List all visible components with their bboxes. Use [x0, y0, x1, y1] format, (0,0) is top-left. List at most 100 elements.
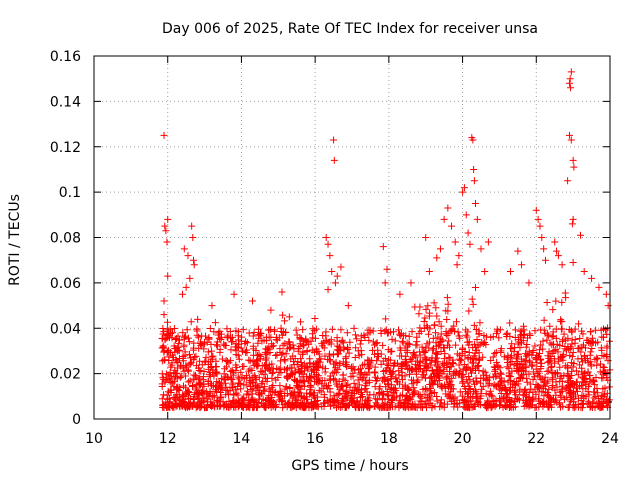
data-point	[497, 345, 505, 353]
data-point	[570, 388, 578, 396]
data-point	[485, 390, 493, 398]
data-point	[560, 371, 568, 379]
data-point	[238, 333, 246, 341]
data-point-peak	[328, 268, 336, 276]
data-point	[299, 326, 307, 334]
data-point	[204, 380, 212, 388]
data-point	[401, 372, 409, 380]
data-point	[453, 350, 461, 358]
data-point	[319, 363, 327, 371]
data-point	[388, 372, 396, 380]
data-point	[479, 374, 487, 382]
data-point	[160, 391, 168, 399]
data-point	[496, 401, 504, 409]
data-point	[186, 394, 194, 402]
data-point	[574, 387, 582, 395]
data-point	[506, 344, 514, 352]
data-point	[320, 391, 328, 399]
data-point	[549, 306, 557, 314]
data-point	[390, 362, 398, 370]
data-point	[541, 379, 549, 387]
data-point	[218, 355, 226, 363]
data-point	[591, 381, 599, 389]
data-point	[605, 396, 613, 404]
data-point	[310, 327, 318, 335]
data-point	[549, 340, 557, 348]
data-point	[517, 371, 525, 379]
data-point	[183, 326, 191, 334]
data-point-peak	[604, 302, 612, 310]
data-point	[579, 404, 587, 412]
data-point	[458, 392, 466, 400]
data-point	[392, 375, 400, 383]
data-point	[186, 403, 194, 411]
data-point	[473, 394, 481, 402]
data-point	[433, 312, 441, 320]
data-point-peak	[383, 265, 391, 273]
data-point	[430, 370, 438, 378]
data-point	[433, 397, 441, 405]
data-point	[252, 375, 260, 383]
data-point	[174, 332, 182, 340]
data-point	[412, 353, 420, 361]
data-point	[439, 360, 447, 368]
data-point	[294, 365, 302, 373]
data-point	[306, 359, 314, 367]
data-point	[578, 358, 586, 366]
data-point	[421, 362, 429, 370]
data-point	[586, 340, 594, 348]
data-point	[564, 334, 572, 342]
data-point	[547, 363, 555, 371]
y-tick-label: 0	[72, 412, 81, 428]
data-point	[158, 395, 166, 403]
data-point	[605, 383, 613, 391]
data-point	[223, 403, 231, 411]
y-tick-label: 0.12	[50, 140, 81, 156]
data-point	[564, 378, 572, 386]
data-point	[203, 338, 211, 346]
data-point	[259, 378, 267, 386]
data-point	[239, 326, 247, 334]
data-point	[195, 388, 203, 396]
data-point	[170, 325, 178, 333]
data-point	[529, 347, 537, 355]
data-point	[432, 329, 440, 337]
data-point	[548, 368, 556, 376]
data-point	[490, 373, 498, 381]
data-point	[503, 390, 511, 398]
data-point	[340, 345, 348, 353]
data-point	[252, 387, 260, 395]
data-point-peak	[554, 252, 562, 260]
data-point	[255, 325, 263, 333]
data-point	[432, 350, 440, 358]
data-point	[388, 391, 396, 399]
data-point-peak	[381, 279, 389, 287]
data-point	[433, 350, 441, 358]
data-point	[392, 387, 400, 395]
data-point	[205, 371, 213, 379]
data-point	[602, 373, 610, 381]
x-tick-label: 20	[454, 431, 472, 447]
data-point	[497, 370, 505, 378]
data-point-peak	[538, 234, 546, 241]
data-point	[377, 402, 385, 410]
data-point	[298, 364, 306, 372]
data-point	[424, 330, 432, 338]
data-point	[193, 331, 201, 339]
data-point	[507, 377, 515, 385]
data-point	[440, 343, 448, 351]
data-point	[285, 401, 293, 409]
data-point	[415, 310, 423, 318]
data-point	[463, 390, 471, 398]
data-point	[322, 337, 330, 345]
data-point-peak	[595, 283, 603, 291]
data-point	[465, 338, 473, 346]
data-point	[207, 398, 215, 406]
data-point	[496, 369, 504, 377]
data-point	[223, 325, 231, 333]
data-point	[300, 395, 308, 403]
data-point	[539, 399, 547, 407]
data-point	[396, 330, 404, 338]
data-point	[401, 344, 409, 352]
